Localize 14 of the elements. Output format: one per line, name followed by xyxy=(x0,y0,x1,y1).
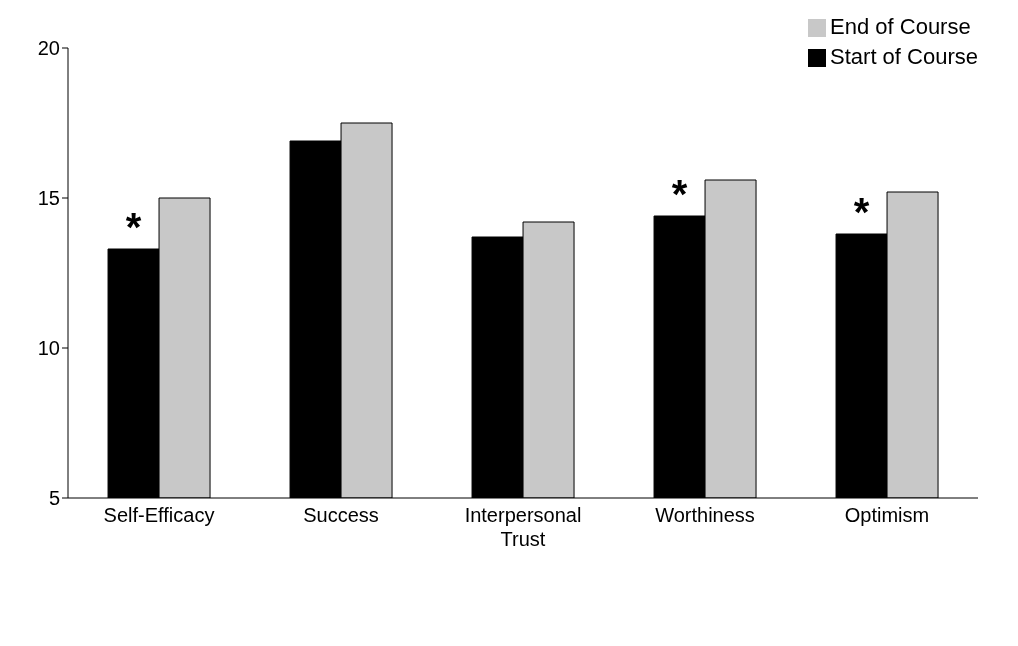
x-tick-label: Success xyxy=(303,504,379,526)
x-tick-label: Interpersonal Trust xyxy=(464,504,582,550)
legend-label: End of Course xyxy=(830,14,971,39)
x-tick-label: Optimism xyxy=(844,504,930,526)
annotation: * xyxy=(125,205,142,249)
y-tick-label: 15 xyxy=(37,187,60,210)
annotation: * xyxy=(853,190,870,234)
x-tick-label: Worthiness xyxy=(655,504,755,526)
legend-label: Start of Course xyxy=(830,44,978,69)
annotation: * xyxy=(671,172,688,216)
y-tick-label: 5 xyxy=(48,487,60,510)
y-tick-label: 10 xyxy=(37,337,60,360)
y-tick-label: 20 xyxy=(37,37,60,60)
x-tick-label: Self-Efficacy xyxy=(103,504,215,526)
